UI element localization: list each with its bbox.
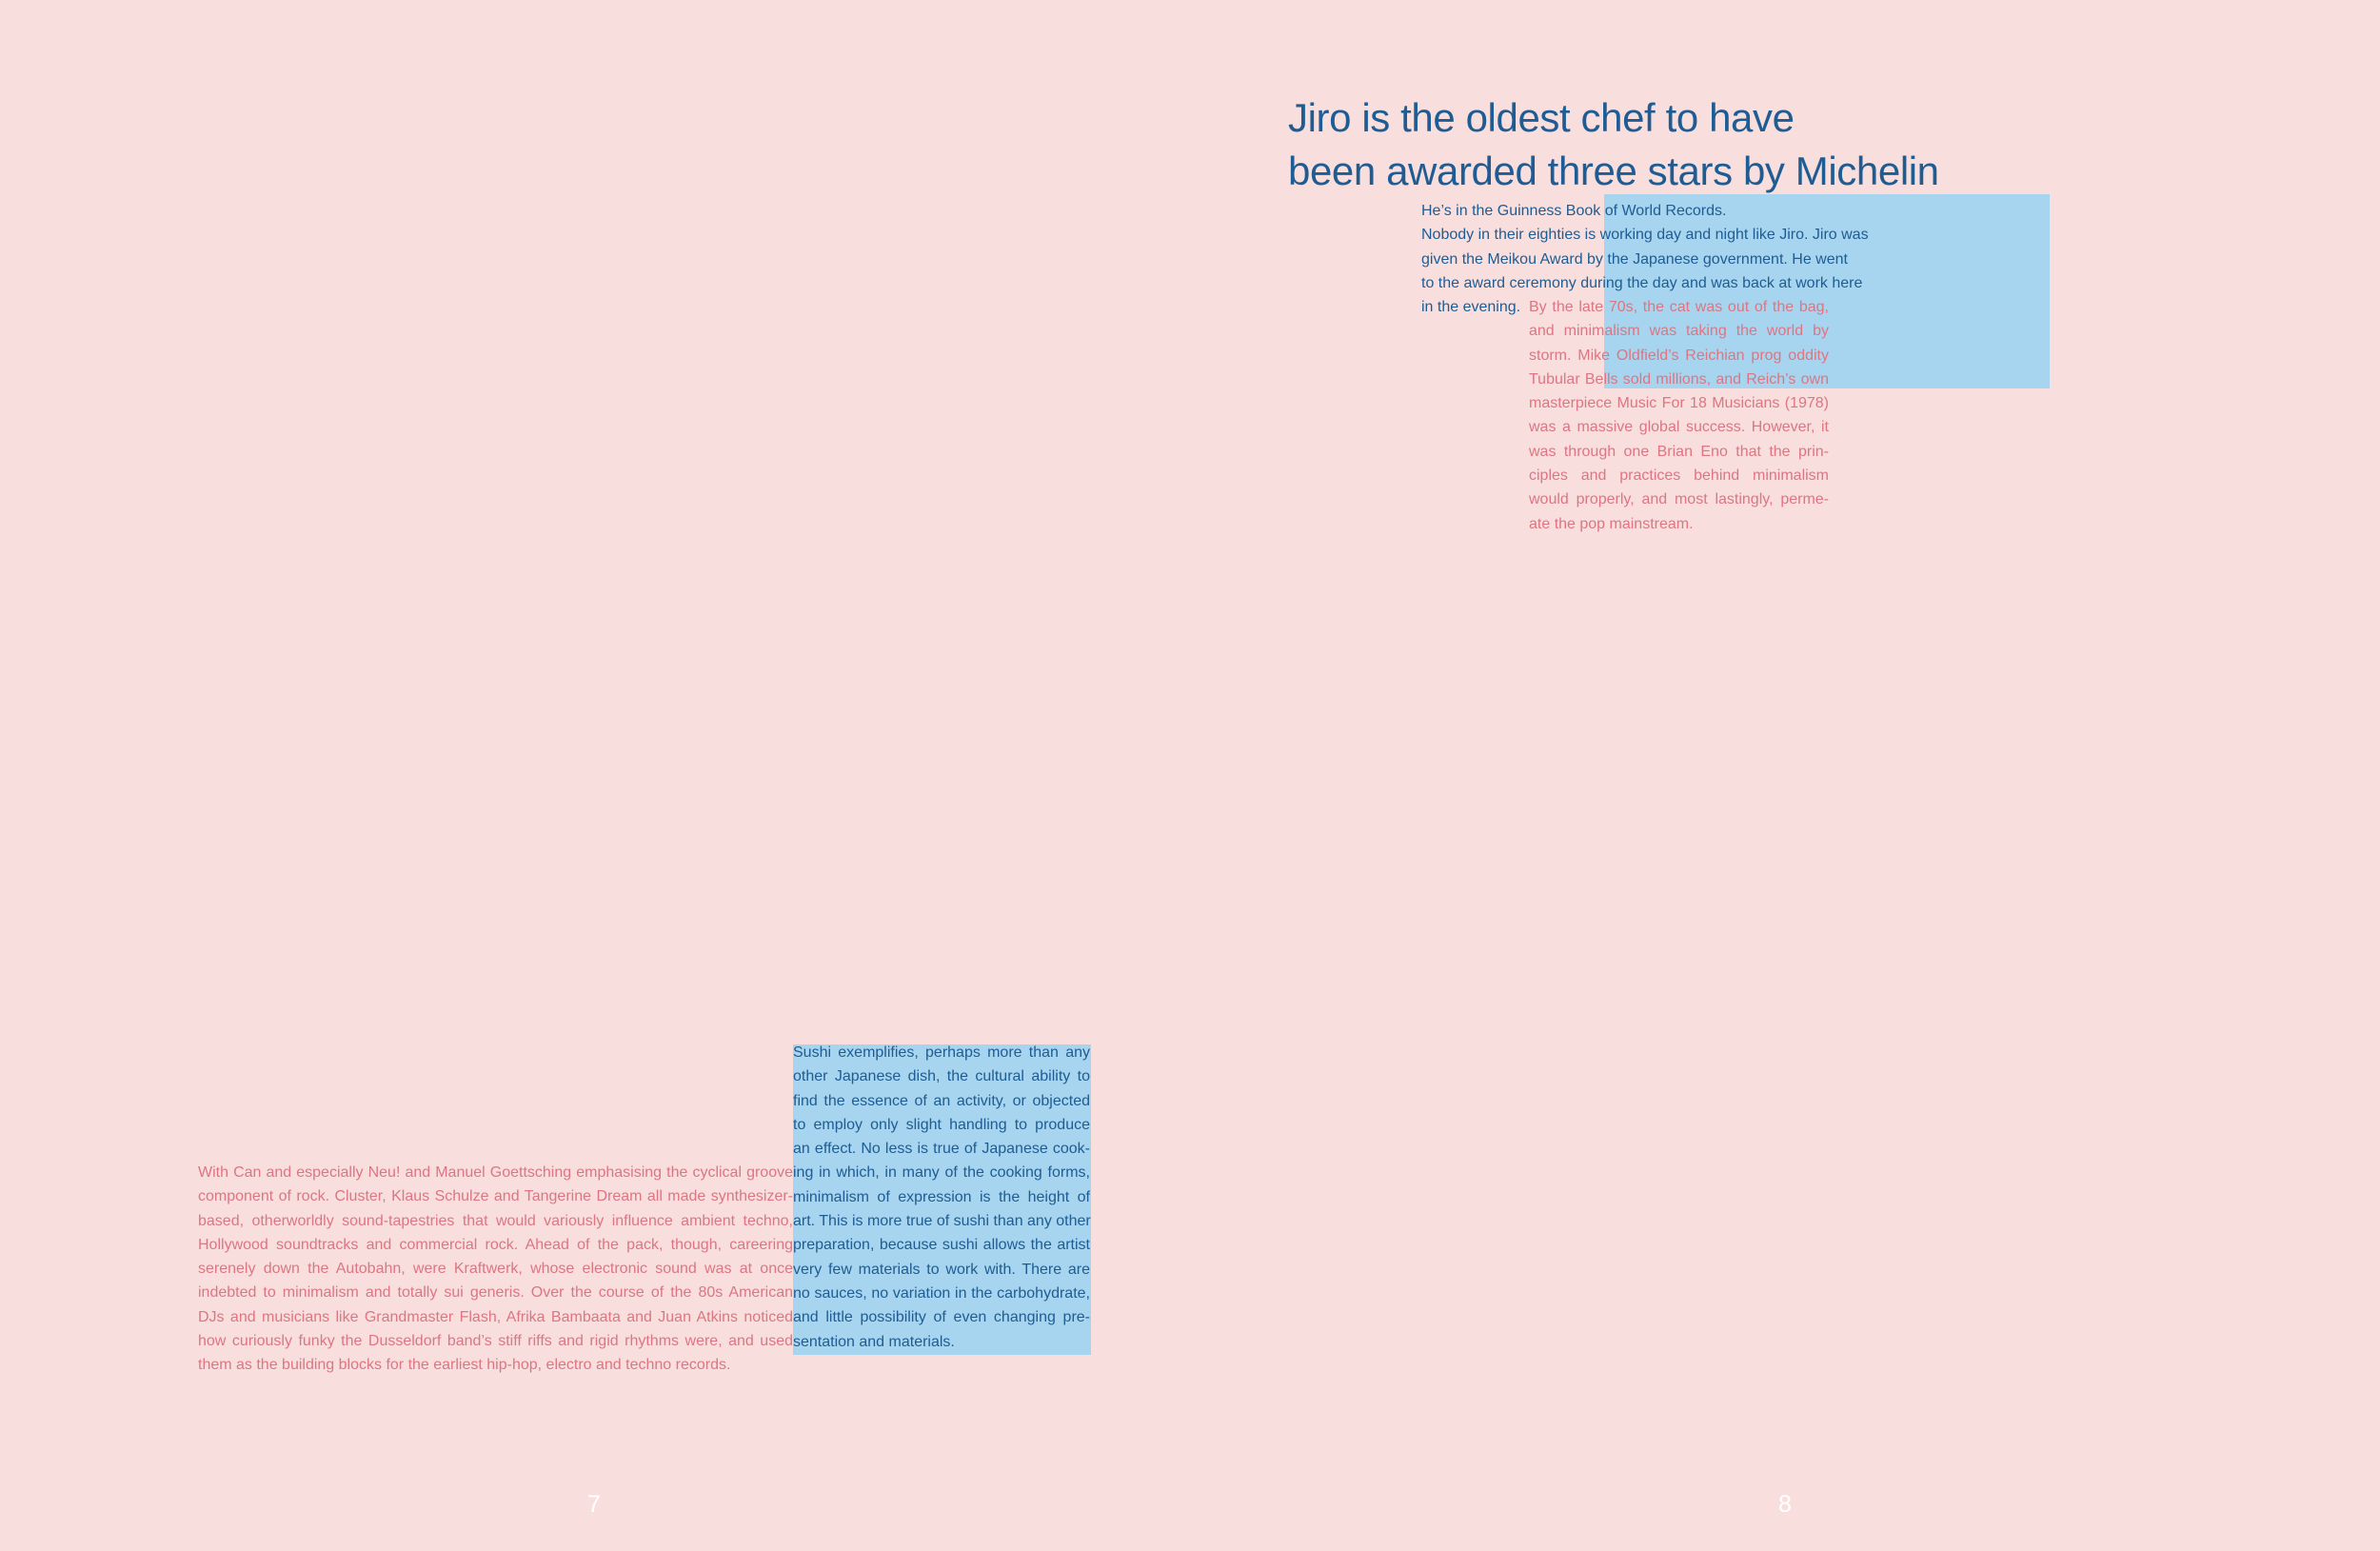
- paragraph-line: He’s in the Guinness Book of World Recor…: [1421, 203, 1727, 219]
- paragraph-line: an effect. No less is true of Japanese c…: [793, 1141, 1090, 1158]
- page-number-left: 7: [587, 1491, 601, 1518]
- paragraph-line: to employ only slight handling to produc…: [793, 1116, 1090, 1133]
- paragraph-line: Hollywood soundtracks and commercial roc…: [198, 1236, 793, 1253]
- paragraph-line: and little possibility of even changing …: [793, 1309, 1090, 1326]
- paragraph-line: sentation and materials.: [793, 1333, 955, 1350]
- paragraph-line: Sushi exemplifies, perhaps more than any: [793, 1044, 1090, 1061]
- paragraph-line: DJs and musicians like Grandmaster Flash…: [198, 1308, 793, 1325]
- paragraph-line: Nobody in their eighties is working day …: [1421, 227, 1869, 244]
- paragraph-line: serenely down the Autobahn, were Kraftwe…: [198, 1261, 793, 1278]
- late-70s-paragraph: By the late 70s, the cat was out of the …: [1529, 295, 1829, 536]
- paragraph-line: in the evening.: [1421, 299, 1521, 316]
- headline-line-2: been awarded three stars by Michelin: [1288, 149, 1939, 193]
- paragraph-line: based, otherworldly sound-tapestries tha…: [198, 1212, 793, 1229]
- paragraph-line: art. This is more true of sushi than any…: [793, 1213, 1091, 1230]
- jiro-paragraph: He’s in the Guinness Book of World Recor…: [1421, 199, 1878, 319]
- paragraph-line: other Japanese dish, the cultural abilit…: [793, 1068, 1090, 1085]
- paragraph-line: masterpiece Music For 18 Musicians (1978…: [1529, 395, 1829, 412]
- paragraph-line: ciples and practices behind minimalism: [1529, 467, 1829, 485]
- highlight-block-bottom-left: [793, 1044, 1091, 1355]
- paragraph-line: ate the pop mainstream.: [1529, 515, 1694, 532]
- paragraph-line: minimalism of expression is the height o…: [793, 1188, 1090, 1205]
- paragraph-line: them as the building blocks for the earl…: [198, 1357, 731, 1374]
- paragraph-line: how curiously funky the Dusseldorf band’…: [198, 1333, 793, 1350]
- headline-line-1: Jiro is the oldest chef to have: [1288, 95, 1795, 140]
- paragraph-line: storm. Mike Oldfield’s Reichian prog odd…: [1529, 347, 1829, 364]
- paragraph-line: given the Meikou Award by the Japanese g…: [1421, 250, 1848, 268]
- paragraph-line: By the late 70s, the cat was out of the …: [1529, 299, 1829, 315]
- paragraph-line: was a massive global success. However, i…: [1529, 419, 1829, 436]
- paragraph-line: Tubular Bells sold millions, and Reich’s…: [1529, 370, 1829, 388]
- paragraph-line: would properly, and most lastingly, perm…: [1529, 491, 1829, 508]
- paragraph-line: preparation, because sushi allows the ar…: [793, 1237, 1090, 1254]
- paragraph-line: component of rock. Cluster, Klaus Schulz…: [198, 1188, 793, 1205]
- page-number-right: 8: [1778, 1491, 1792, 1518]
- paragraph-line: ing in which, in many of the cooking for…: [793, 1164, 1090, 1182]
- can-paragraph: With Can and especially Neu! and Manuel …: [198, 1161, 793, 1378]
- paragraph-line: and minimalism was taking the world by: [1529, 323, 1829, 340]
- paragraph-line: to the award ceremony during the day and…: [1421, 274, 1863, 291]
- paragraph-line: no sauces, no variation in the carbohydr…: [793, 1284, 1090, 1302]
- paragraph-line: very few materials to work with. There a…: [793, 1261, 1090, 1278]
- paragraph-line: find the essence of an activity, or obje…: [793, 1092, 1090, 1109]
- paragraph-line: indebted to minimalism and totally sui g…: [198, 1284, 793, 1302]
- page-headline: Jiro is the oldest chef to have been awa…: [1288, 91, 2069, 198]
- paragraph-line: With Can and especially Neu! and Manuel …: [198, 1164, 793, 1181]
- paragraph-line: was through one Brian Eno that the prin-: [1529, 443, 1829, 460]
- highlight-block-top-right: [1604, 194, 2050, 388]
- sushi-paragraph: Sushi exemplifies, perhaps more than any…: [793, 1041, 1091, 1354]
